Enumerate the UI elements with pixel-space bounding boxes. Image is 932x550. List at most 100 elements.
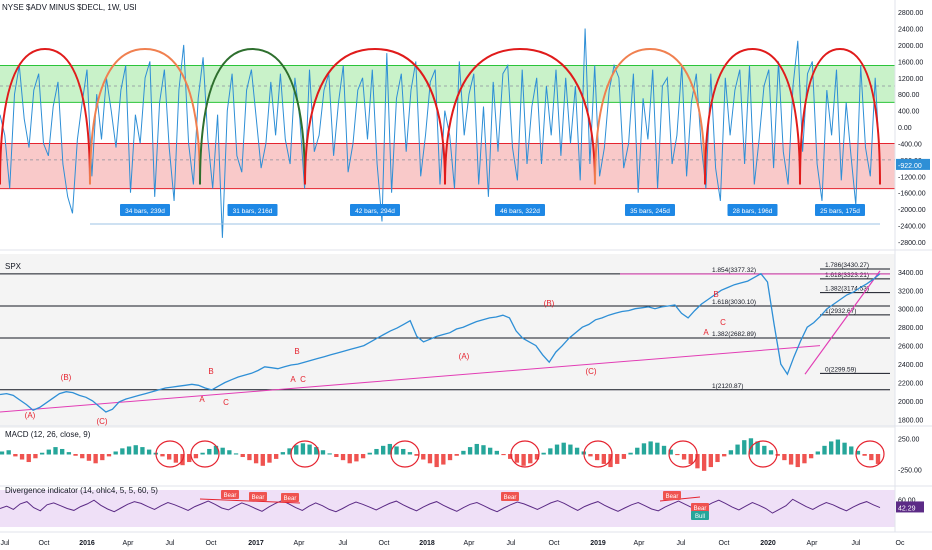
macd-bar xyxy=(100,454,105,461)
breadth-last-value: -922.00 xyxy=(898,163,922,170)
wave-label-14: A xyxy=(703,328,709,337)
macd-bar xyxy=(33,454,38,459)
bar-count-label-0: 34 bars, 239d xyxy=(125,208,165,215)
macd-bar xyxy=(434,454,439,468)
x-axis-label-4: Jul xyxy=(166,540,175,547)
breadth-tick-4: 1200.00 xyxy=(898,76,923,83)
divergence-marker-badge-1 xyxy=(249,492,267,501)
macd-bar xyxy=(802,454,807,464)
divergence-marker-badge-6 xyxy=(691,511,709,520)
macd-bar xyxy=(708,454,713,468)
wave-label-4: B xyxy=(208,367,213,376)
macd-circle-2 xyxy=(290,440,320,468)
divergence-marker-0: Bear xyxy=(224,493,237,499)
breadth-tick-7: 0.00 xyxy=(898,125,912,132)
macd-bar xyxy=(126,446,132,455)
bar-count-label-1: 31 bars, 216d xyxy=(233,208,273,215)
macd-panel-label: MACD (12, 26, close, 9) xyxy=(5,430,91,439)
spx-tick-4: 2600.00 xyxy=(898,344,923,351)
spx-tick-5: 2400.00 xyxy=(898,362,923,369)
x-axis-label-0: Jul xyxy=(1,540,10,547)
macd-bar xyxy=(327,453,332,455)
macd-bar xyxy=(635,447,640,455)
macd-bar xyxy=(487,447,493,455)
breadth-tick-2: 2000.00 xyxy=(898,43,923,50)
divergence-last-value-badge xyxy=(896,501,924,513)
macd-bar xyxy=(461,450,466,455)
macd-bar xyxy=(688,454,693,464)
macd-bar xyxy=(247,454,252,461)
cycle-arc-4 xyxy=(444,48,596,185)
breadth-tick-5: 800.00 xyxy=(898,92,920,99)
macd-circle-1 xyxy=(190,440,220,468)
fib-level-label-0: 1.854(3377.32) xyxy=(712,267,756,274)
breadth-tick-1: 2400.00 xyxy=(898,27,923,34)
macd-bar xyxy=(474,443,479,455)
macd-bar xyxy=(374,448,379,455)
wave-label-5: C xyxy=(223,398,229,407)
x-axis-label-14: 2019 xyxy=(590,540,606,547)
spx-panel-bg xyxy=(0,254,895,428)
macd-bar xyxy=(548,448,553,455)
spx-panel-label: SPX xyxy=(5,262,22,271)
x-axis-label-16: Jul xyxy=(677,540,686,547)
macd-bar xyxy=(621,454,627,459)
x-axis-label-1: Oct xyxy=(39,540,50,547)
macd-bar xyxy=(367,452,372,455)
cycle-arc-0 xyxy=(0,48,91,185)
macd-bar xyxy=(855,450,861,455)
x-axis-label-12: Jul xyxy=(507,540,516,547)
breadth-tick-14: -2800.00 xyxy=(898,240,926,247)
breadth-line xyxy=(0,28,881,238)
bar-count-label-6: 25 bars, 175d xyxy=(820,208,860,215)
divergence-marker-badge-5 xyxy=(691,503,709,512)
macd-bar xyxy=(414,454,419,456)
breadth-tick-10: -1200.00 xyxy=(898,174,926,181)
wave-label-1: (B) xyxy=(61,373,72,382)
macd-bar xyxy=(80,454,85,459)
macd-bar xyxy=(554,444,560,455)
macd-bar xyxy=(808,454,814,459)
overbought-zone xyxy=(0,65,895,103)
bar-count-badge-6 xyxy=(815,204,865,216)
macd-bar xyxy=(334,454,339,458)
macd-bar xyxy=(387,443,393,455)
spx-line xyxy=(0,272,881,413)
macd-bar xyxy=(641,443,647,455)
x-axis-label-9: Oct xyxy=(379,540,390,547)
wave-label-7: B xyxy=(294,347,299,356)
x-axis-label-3: Apr xyxy=(123,540,135,547)
x-axis-label-8: Jul xyxy=(339,540,348,547)
cycle-arc-2 xyxy=(199,48,306,185)
macd-bar xyxy=(86,454,92,461)
divergence-panel-label: Divergence indicator (14, ohlc4, 5, 5, 6… xyxy=(5,486,158,495)
x-axis-label-6: 2017 xyxy=(248,540,264,547)
macd-bar xyxy=(320,450,326,455)
macd-bar xyxy=(240,454,245,458)
macd-bar xyxy=(167,454,172,460)
macd-bar xyxy=(467,447,473,455)
macd-bar xyxy=(106,454,112,457)
macd-bar xyxy=(822,445,827,455)
macd-bar xyxy=(146,449,152,455)
divergence-last-value: 42.29 xyxy=(898,505,916,512)
macd-bar xyxy=(421,454,426,460)
macd-bar xyxy=(113,451,118,455)
macd-bar xyxy=(380,445,386,455)
wave-label-12: B xyxy=(713,290,718,299)
wave-label-11: (C) xyxy=(585,367,596,376)
breadth-last-value-badge xyxy=(896,158,930,170)
macd-bar xyxy=(6,450,11,455)
x-axis-label-18: 2020 xyxy=(760,540,776,547)
macd-bar xyxy=(447,454,453,461)
macd-bar xyxy=(60,448,65,455)
macd-bar xyxy=(267,454,272,463)
fib-level-label-6: 1.382(2682.89) xyxy=(712,331,756,338)
macd-tick-0: 250.00 xyxy=(898,436,920,443)
fib-level-label-4: 1.382(3174.53) xyxy=(825,286,869,293)
macd-bar xyxy=(73,454,78,456)
fib-level-label-1: 1.786(3430.27) xyxy=(825,262,869,269)
macd-circle-6 xyxy=(668,440,698,468)
cycle-arc-6 xyxy=(704,48,801,185)
macd-bar xyxy=(875,454,881,464)
